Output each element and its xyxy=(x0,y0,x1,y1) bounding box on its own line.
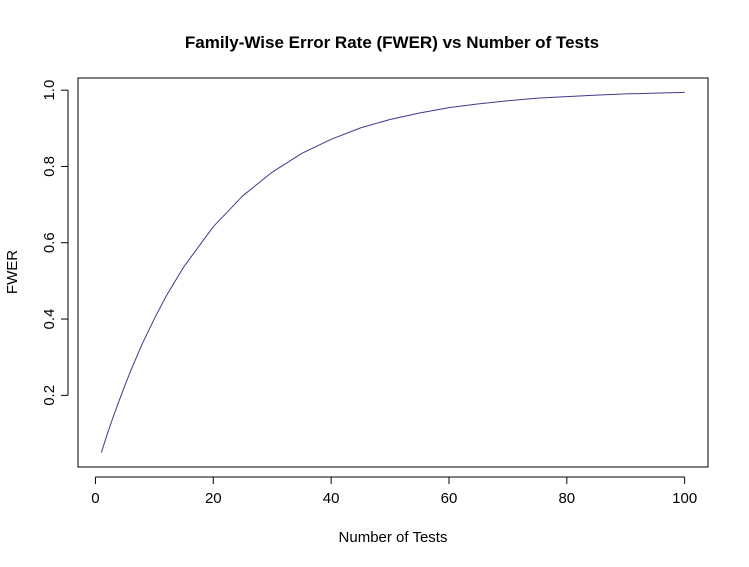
y-tick-label: 0.4 xyxy=(41,309,58,330)
y-tick-label: 0.2 xyxy=(41,385,58,406)
x-tick-label: 0 xyxy=(91,490,99,507)
y-axis: 0.2 0.4 0.6 0.8 1.0 xyxy=(41,80,69,406)
x-tick-label: 40 xyxy=(323,490,340,507)
x-tick-label: 100 xyxy=(672,490,697,507)
y-tick-label: 0.8 xyxy=(41,156,58,177)
x-tick-label: 80 xyxy=(558,490,575,507)
y-axis-label: FWER xyxy=(4,250,21,294)
x-tick-label: 60 xyxy=(441,490,458,507)
fwer-series-line xyxy=(100,91,685,453)
y-tick-label: 1.0 xyxy=(41,80,58,101)
x-axis: 0 20 40 60 80 100 xyxy=(91,476,697,507)
x-axis-label: Number of Tests xyxy=(339,529,448,546)
x-tick-label: 20 xyxy=(205,490,222,507)
y-tick-label: 0.6 xyxy=(41,232,58,253)
plot-frame xyxy=(77,77,709,468)
chart-title: Family-Wise Error Rate (FWER) vs Number … xyxy=(185,33,599,52)
series-layer xyxy=(100,91,685,453)
